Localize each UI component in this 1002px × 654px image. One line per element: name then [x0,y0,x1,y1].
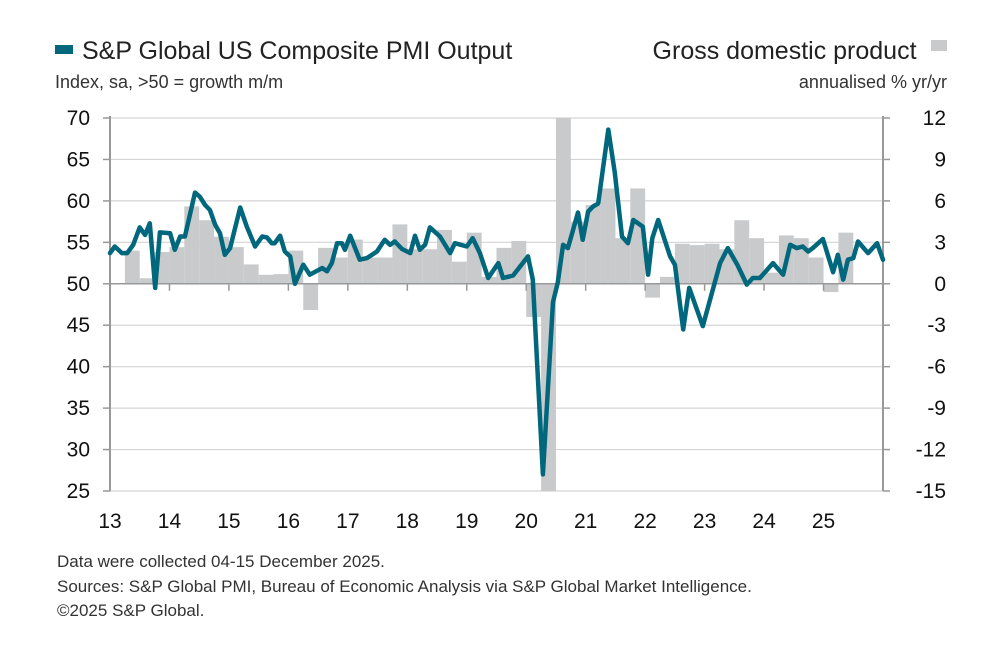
y-left-tick-label: 60 [67,190,90,213]
x-tick-label: 24 [752,510,776,533]
gdp-bar [273,274,289,284]
footer-sources: Sources: S&P Global PMI, Bureau of Econo… [57,576,752,596]
pmi-legend-swatch [55,45,73,54]
footer-collection-note: Data were collected 04-15 December 2025. [57,552,385,571]
pmi-units-label: Index, sa, >50 = growth m/m [55,72,284,92]
gdp-bar [600,188,616,284]
gdp-bar [377,257,393,284]
gdp-bar [674,243,690,284]
gdp-bar [630,188,646,284]
gdp-bar [392,224,408,284]
y-left-tick-label: 35 [67,397,90,420]
gdp-bar [808,257,824,284]
gdp-bar [303,283,319,311]
gdp-bar [362,257,378,284]
y-right-tick-label: -9 [927,397,946,420]
x-tick-label: 15 [217,510,240,533]
gdp-bar [243,264,259,284]
x-tick-label: 14 [158,510,182,533]
y-left-tick-label: 45 [67,314,90,337]
gdp-bar [169,247,185,284]
y-left-tick-label: 25 [67,480,90,503]
footer-copyright: ©2025 S&P Global. [57,601,205,620]
y-right-tick-label: 9 [934,148,946,171]
gdp-bar [645,283,661,298]
gdp-bar [749,238,765,284]
gdp-bar [660,276,675,284]
y-left-tick-label: 70 [67,107,90,130]
y-left-tick-label: 65 [67,148,90,171]
y-left-tick-label: 40 [67,356,90,379]
gdp-legend-swatch [931,40,947,51]
x-tick-label: 13 [98,510,121,533]
gdp-bar [347,239,363,284]
gdp-bar [124,250,140,284]
footer: Data were collected 04-15 December 2025.… [57,550,752,624]
gdp-bar [437,229,452,284]
y-right-tick-label: 12 [923,107,946,130]
gdp-bar [332,257,348,284]
y-right-tick-label: -12 [916,439,946,462]
y-right-tick-label: 6 [934,190,946,213]
gdp-bar [199,220,215,284]
y-left-tick-label: 50 [67,273,90,296]
gdp-bar [184,206,200,284]
x-tick-label: 21 [574,510,597,533]
x-tick-label: 16 [277,510,300,533]
x-tick-label: 19 [455,510,478,533]
gdp-bar [451,261,467,284]
gdp-bar [823,283,839,293]
gdp-bar [407,249,423,284]
gdp-bar [422,249,438,284]
pmi-line [107,127,886,477]
x-tick-label: 18 [396,510,419,533]
gdp-legend-label: Gross domestic product [652,37,917,65]
y-left-tick-label: 30 [67,439,90,462]
gdp-bar [615,238,631,284]
y-left-tick-label: 55 [67,231,90,254]
gdp-bar [139,278,155,284]
gdp-units-label: annualised % yr/yr [798,72,947,92]
gdp-bar [258,274,274,284]
gdp-bar [228,247,244,284]
x-tick-label: 17 [336,510,359,533]
gdp-bar [318,247,333,284]
pmi-legend-label: S&P Global US Composite PMI Output [82,37,513,65]
y-right-tick-label: 3 [934,231,946,254]
x-tick-label: 22 [633,510,656,533]
y-right-tick-label: -6 [927,356,946,379]
x-tick-label: 25 [812,510,835,533]
y-right-tick-label: -3 [927,314,946,337]
y-right-tick-label: -15 [916,480,946,503]
x-tick-label: 23 [693,510,716,533]
gdp-legend: Gross domestic product [653,37,947,66]
x-tick-label: 20 [515,510,538,533]
gdp-bar [764,272,779,284]
gdp-bar [585,205,601,284]
gdp-bar [689,245,705,284]
y-right-tick-label: 0 [934,273,946,296]
gdp-bar [555,118,571,284]
gdp-bar [481,276,497,284]
